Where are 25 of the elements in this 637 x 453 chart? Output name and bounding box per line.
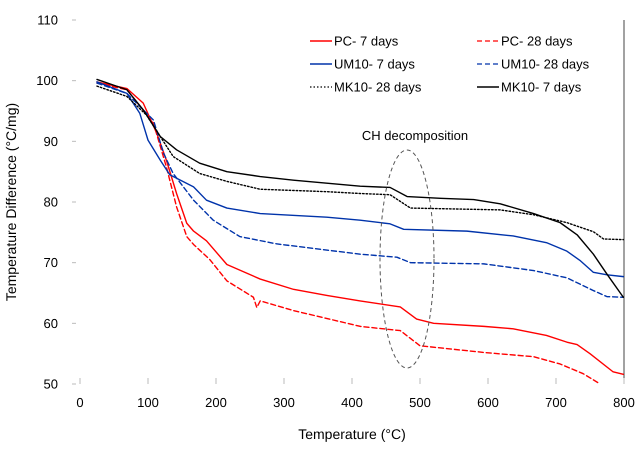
legend-label: PC- 7 days xyxy=(334,34,399,49)
y-axis-title: Temperature Difference (°C/mg) xyxy=(3,102,19,302)
annotation: CH decomposition xyxy=(362,128,468,143)
x-tick-label: 700 xyxy=(545,395,567,410)
y-tick-label: 110 xyxy=(37,12,58,28)
y-tick-label: 70 xyxy=(44,255,58,270)
legend-label: MK10- 7 days xyxy=(501,80,582,95)
x-axis-title: Temperature (°C) xyxy=(298,426,406,442)
x-tick-label: 200 xyxy=(205,395,227,410)
y-tick-label: 60 xyxy=(44,316,58,331)
y-tick-label: 100 xyxy=(36,73,58,88)
legend-label: PC- 28 days xyxy=(501,34,574,49)
x-tick-label: 500 xyxy=(409,395,431,410)
x-tick-label: 400 xyxy=(341,395,363,410)
y-tick-label: 90 xyxy=(44,134,58,149)
legend-label: UM10- 7 days xyxy=(334,56,416,72)
x-tick-label: 100 xyxy=(137,395,159,410)
x-tick-label: 800 xyxy=(613,395,635,410)
legend-label: MK10- 28 days xyxy=(334,80,422,95)
legend-label: UM10- 28 days xyxy=(501,56,590,72)
x-tick-label: 0 xyxy=(76,395,84,410)
y-tick-label: 80 xyxy=(44,194,58,210)
y-tick-label: 50 xyxy=(44,376,58,392)
x-tick-label: 300 xyxy=(273,395,295,410)
x-tick-label: 600 xyxy=(477,395,499,410)
